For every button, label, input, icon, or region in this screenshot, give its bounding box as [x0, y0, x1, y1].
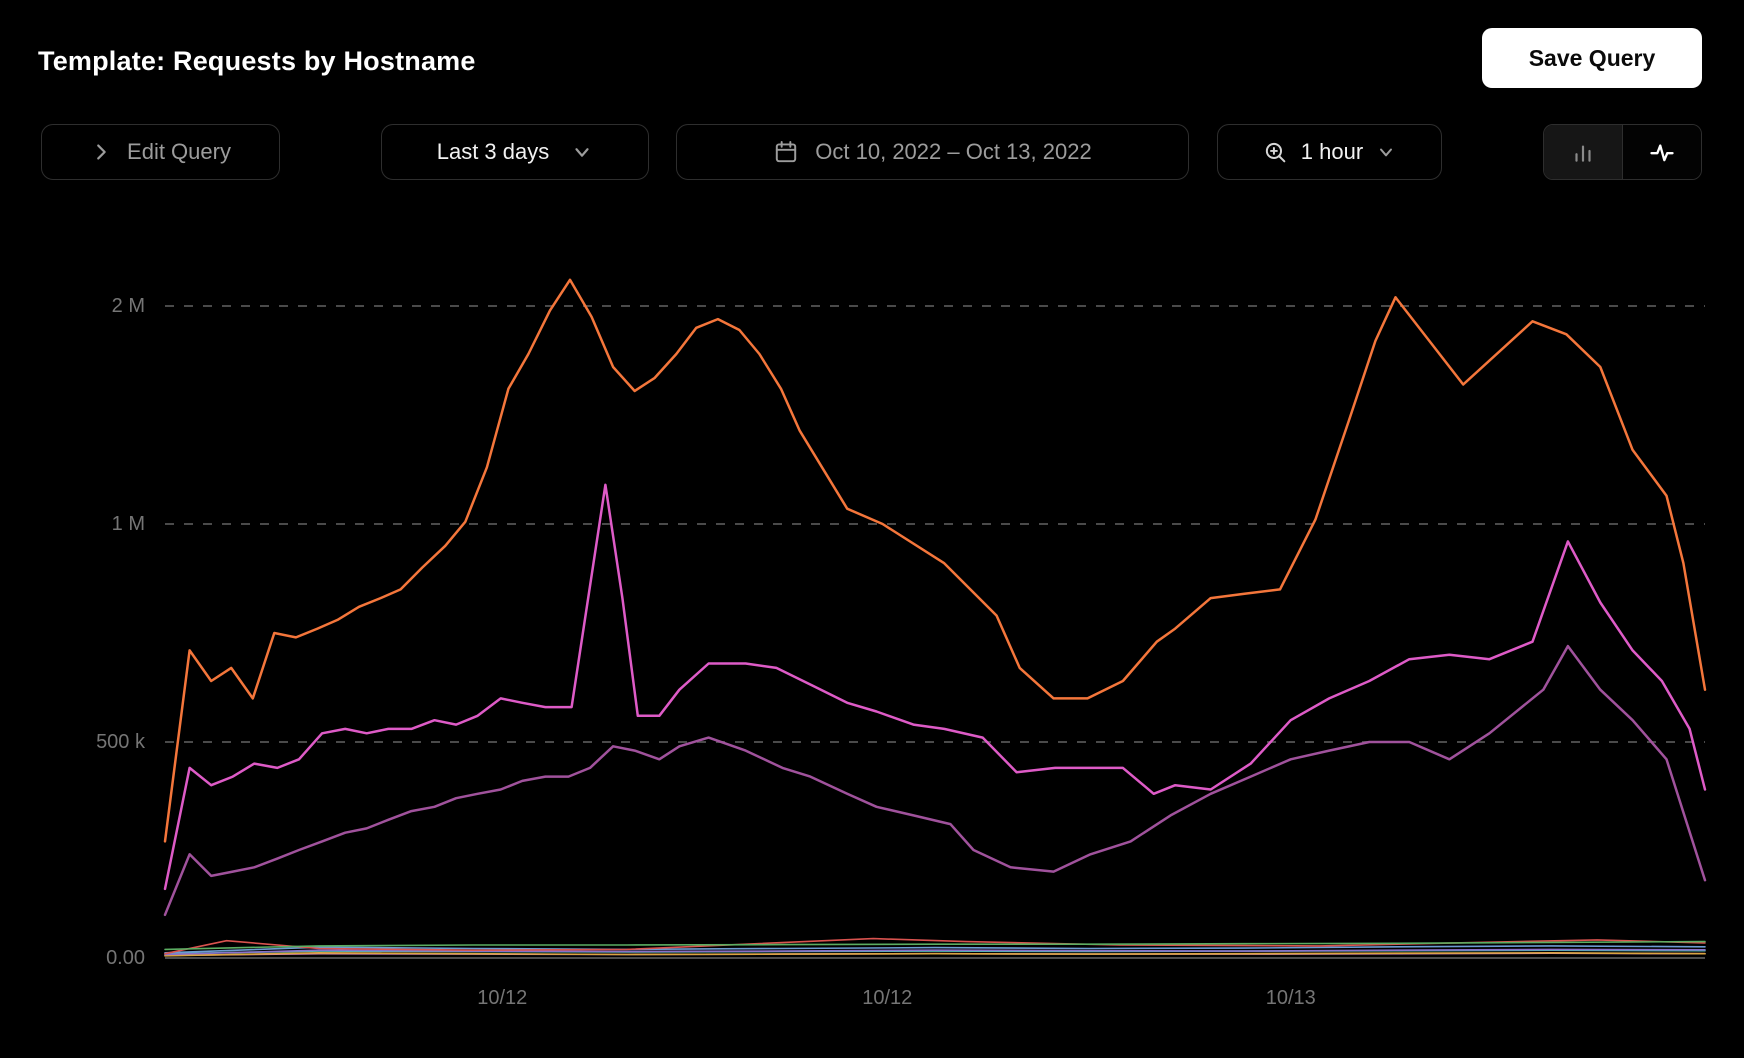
interval-label: 1 hour [1300, 139, 1364, 164]
series-line-hostname-7 [164, 948, 1706, 956]
chevron-down-icon [571, 141, 593, 163]
bar-chart-icon [1570, 139, 1596, 165]
date-range-label: Oct 10, 2022 – Oct 13, 2022 [815, 139, 1092, 164]
calendar-icon [773, 139, 799, 165]
x-tick-label: 10/12 [862, 987, 913, 1009]
line-chart-button[interactable] [1622, 125, 1701, 179]
y-tick-label: 500 k [96, 731, 145, 753]
y-tick-label: 2 M [111, 295, 145, 317]
y-tick-label: 0.00 [106, 947, 145, 969]
time-range-label: Last 3 days [436, 139, 550, 164]
chart-type-toggle [1543, 124, 1702, 180]
series-line-hostname-3 [163, 644, 1707, 917]
interval-select[interactable]: 1 hour [1217, 124, 1442, 180]
x-tick-label: 10/12 [477, 987, 528, 1009]
edit-query-button[interactable]: Edit Query [41, 124, 280, 180]
page-title: Template: Requests by Hostname [38, 45, 476, 76]
date-range-button[interactable]: Oct 10, 2022 – Oct 13, 2022 [676, 124, 1189, 180]
bar-chart-button[interactable] [1544, 125, 1622, 179]
series-line-hostname-1 [163, 278, 1707, 843]
series-line-hostname-8 [164, 951, 1706, 957]
time-range-select[interactable]: Last 3 days [381, 124, 649, 180]
edit-query-label: Edit Query [127, 139, 231, 164]
series-line-hostname-6 [164, 945, 1706, 954]
activity-icon [1648, 138, 1676, 166]
zoom-in-icon [1263, 140, 1288, 165]
series-line-hostname-4 [164, 940, 1706, 951]
save-query-button[interactable]: Save Query [1482, 28, 1702, 88]
series-line-hostname-2 [163, 483, 1707, 891]
chevron-right-icon [90, 141, 112, 163]
chevron-down-icon [1376, 142, 1396, 162]
x-tick-label: 10/13 [1265, 987, 1316, 1009]
y-tick-label: 1 M [111, 513, 145, 535]
